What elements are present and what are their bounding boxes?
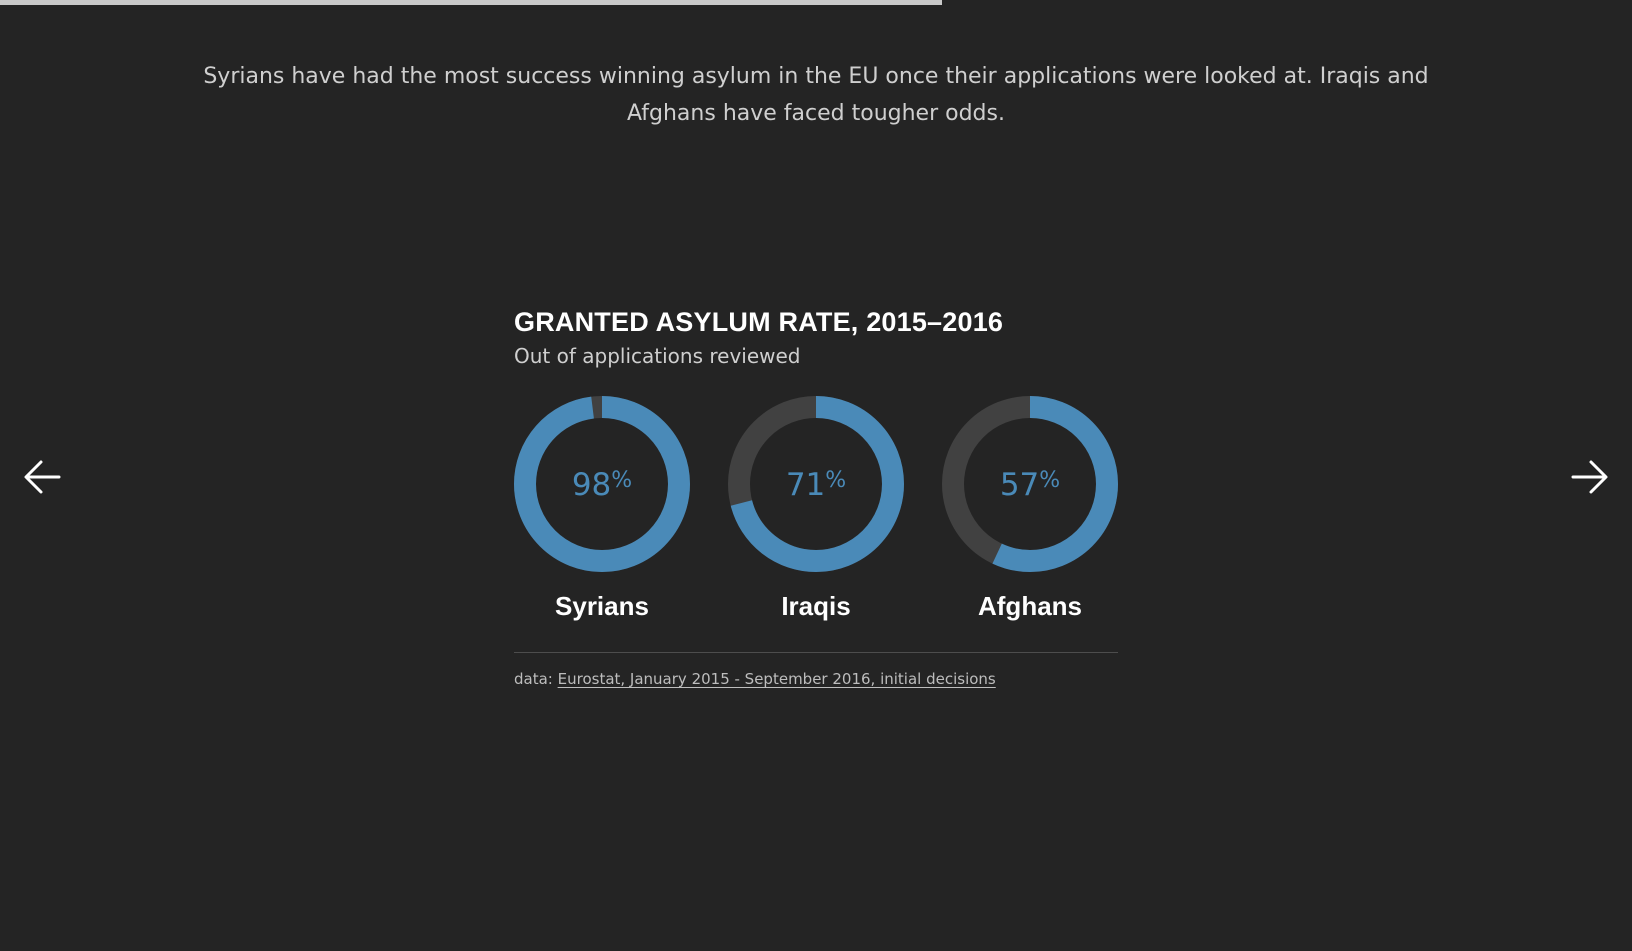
donut-afghans: 57% Afghans — [942, 396, 1118, 621]
previous-slide-button[interactable] — [21, 455, 65, 499]
donut-value-label: 98% — [572, 467, 632, 503]
donut-iraqis: 71% Iraqis — [728, 396, 904, 621]
source-prefix: data: — [514, 670, 553, 688]
asylum-rate-chart: GRANTED ASYLUM RATE, 2015–2016 Out of ap… — [514, 302, 1118, 689]
donut-row: 98% Syrians 71% Iraqis 57% Afghans — [514, 396, 1118, 628]
donut-charts: 98% Syrians 71% Iraqis 57% Afghans — [514, 396, 1118, 621]
intro-paragraph: Syrians have had the most success winnin… — [203, 64, 1429, 126]
donut-value-label: 71% — [786, 467, 846, 503]
arrow-left-icon — [24, 460, 61, 494]
donut-category-label: Afghans — [978, 591, 1082, 621]
arrow-right-icon — [1571, 460, 1608, 494]
donut-syrians: 98% Syrians — [514, 396, 690, 621]
reading-progress-bar — [0, 0, 1632, 5]
donut-arc — [942, 396, 1118, 572]
donut-category-label: Syrians — [555, 591, 649, 621]
donut-arc — [514, 396, 690, 572]
next-slide-button[interactable] — [1567, 455, 1611, 499]
donut-value-label: 57% — [1000, 467, 1060, 503]
donut-arc — [728, 396, 904, 572]
divider — [514, 652, 1118, 653]
source-note: data: Eurostat, January 2015 - September… — [514, 669, 1118, 689]
donut-category-label: Iraqis — [781, 591, 850, 621]
reading-progress-fill — [0, 0, 942, 5]
chart-subtitle: Out of applications reviewed — [514, 344, 801, 368]
source-link[interactable]: Eurostat, January 2015 - September 2016,… — [557, 670, 996, 688]
chart-title: GRANTED ASYLUM RATE, 2015–2016 — [514, 307, 1004, 337]
